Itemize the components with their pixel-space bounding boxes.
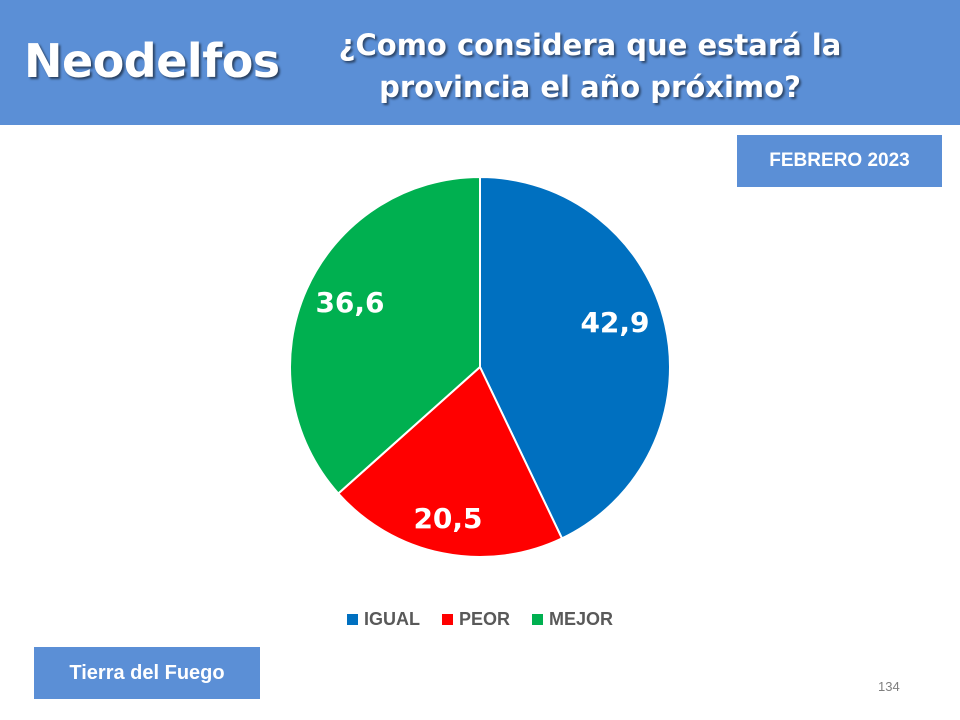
question-line-1: ¿Como considera que estará la	[338, 28, 842, 62]
slice-value-label-mejor: 36,6	[315, 286, 384, 319]
legend-swatch	[441, 614, 453, 625]
pie-slice-igual	[479, 175, 671, 540]
legend-label: MEJOR	[549, 609, 614, 629]
header-bar: Neodelfos ¿Como considera que estará la …	[0, 0, 960, 125]
legend-swatch	[532, 614, 543, 625]
legend-label: PEOR	[458, 609, 510, 629]
brand-title: Neodelfos	[24, 34, 280, 88]
slice-value-label-igual: 42,9	[580, 306, 649, 339]
pie-chart: 42,9 20,5 36,6	[289, 175, 671, 558]
date-badge: FEBRERO 2023	[737, 135, 942, 187]
page-number: 134	[878, 679, 900, 694]
slice-value-label-peor: 20,5	[413, 502, 482, 535]
legend-label: IGUAL	[363, 609, 420, 629]
legend-swatch	[346, 614, 358, 625]
question-line-2: provincia el año próximo?	[379, 70, 801, 104]
pie-slice-peor	[336, 365, 564, 558]
legend-item-mejor: MEJOR	[532, 609, 613, 630]
pie-slice-mejor	[289, 175, 481, 495]
question-title: ¿Como considera que estará la provincia …	[300, 24, 880, 108]
region-badge: Tierra del Fuego	[34, 647, 260, 699]
legend-item-peor: PEOR	[441, 609, 510, 630]
legend-item-igual: IGUAL	[346, 609, 420, 630]
chart-legend: IGUAL PEOR MEJOR	[0, 609, 960, 630]
